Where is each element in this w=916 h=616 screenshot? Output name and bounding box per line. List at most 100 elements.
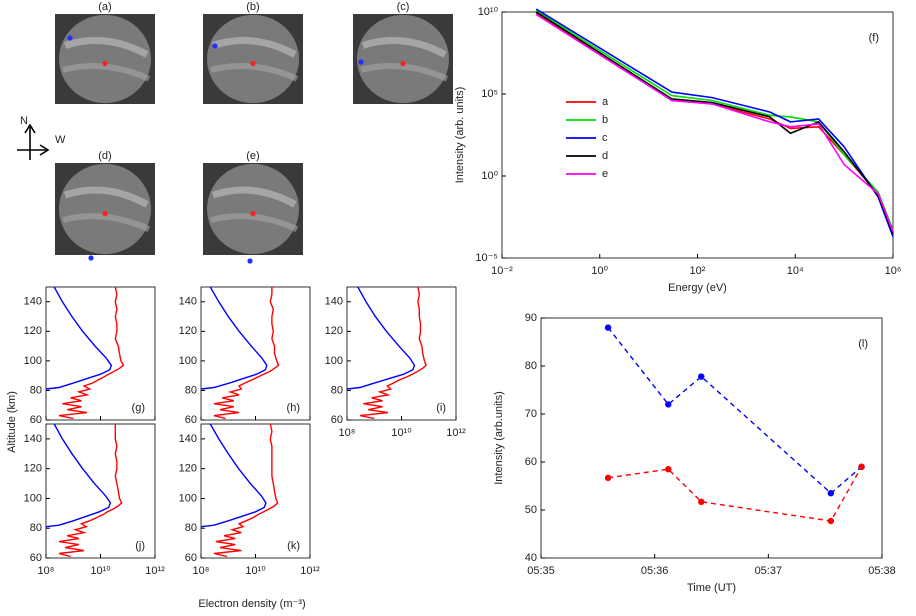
plot-frame (200, 286, 311, 421)
legend-label: d (602, 150, 608, 162)
y-axis-label: Altitude (km) (6, 391, 18, 453)
x-tick-label: 10⁻² (491, 265, 513, 277)
series-line (535, 13, 894, 232)
y-tick-label: 120 (24, 325, 42, 337)
aurora-band (360, 63, 449, 82)
plot-frame (346, 286, 457, 421)
marker (698, 373, 705, 380)
y-tick-label: 60 (30, 414, 42, 426)
y-tick-label: 60 (185, 552, 197, 564)
y-tick-label: 10⁰ (481, 170, 498, 182)
y-tick-label: 140 (24, 296, 42, 308)
x-tick-label: 10⁰ (591, 265, 608, 277)
y-axis-label: Intensity (arb.units) (493, 391, 505, 485)
center-dot (250, 60, 256, 67)
y-tick-label: 80 (30, 384, 42, 396)
y-tick-label: 120 (325, 325, 343, 337)
panel-label: (g) (132, 402, 145, 414)
marker (698, 498, 705, 506)
marker (665, 401, 672, 408)
aurora-band (210, 63, 299, 82)
profile-line (347, 287, 416, 390)
center-dot (102, 211, 108, 217)
x-tick-label: 10¹⁰ (90, 565, 111, 577)
y-tick-label: 100 (179, 355, 197, 367)
profile-line (359, 287, 427, 420)
image-label: (c) (397, 1, 410, 13)
x-tick-label: 05:38 (868, 565, 896, 577)
panel-label: (k) (287, 540, 300, 552)
marker (604, 474, 612, 482)
sky-disk (357, 14, 449, 104)
x-tick-label: 05:35 (527, 565, 555, 577)
series-line (608, 466, 863, 522)
profile-line (58, 424, 123, 558)
image-label: (b) (246, 1, 259, 13)
y-tick-label: 60 (331, 414, 343, 426)
y-tick-label: 50 (525, 504, 537, 516)
plot-frame (45, 286, 156, 421)
station-dot (212, 43, 218, 49)
west-arrowhead (39, 144, 50, 156)
x-tick-label: 05:37 (755, 565, 783, 577)
y-tick-label: 10⁵ (481, 88, 498, 100)
sky-disk (59, 163, 151, 255)
image-label: (e) (246, 150, 259, 162)
y-tick-label: 80 (30, 522, 42, 534)
y-tick-label: 140 (179, 433, 197, 445)
y-tick-label: 140 (24, 433, 42, 445)
y-tick-label: 90 (525, 312, 537, 324)
series-line (535, 11, 894, 235)
north-arrowhead (24, 123, 36, 134)
station-dot (247, 258, 253, 264)
x-tick-label: 10⁶ (885, 265, 902, 277)
series-line (535, 8, 894, 237)
marker (858, 463, 865, 470)
x-tick-label: 10¹² (145, 565, 165, 577)
y-tick-label: 140 (325, 296, 343, 308)
series-line (607, 327, 862, 495)
aurora-band (211, 36, 297, 58)
y-tick-label: 80 (185, 522, 197, 534)
station-dot (67, 35, 73, 41)
y-tick-label: 100 (24, 355, 42, 367)
compass-west: W (55, 134, 66, 146)
y-tick-label: 120 (24, 463, 42, 475)
x-tick-label: 10⁴ (787, 265, 804, 277)
y-tick-label: 100 (24, 492, 42, 504)
panel-label: (h) (287, 402, 300, 414)
center-dot (400, 60, 406, 67)
y-tick-label: 100 (179, 492, 197, 504)
profile-line (213, 287, 280, 420)
compass (17, 123, 50, 160)
sky-disk (207, 14, 299, 104)
panel-label: (i) (436, 402, 446, 414)
y-tick-label: 70 (525, 408, 537, 420)
legend-label: c (602, 132, 608, 144)
x-tick-label: 05:36 (641, 565, 669, 577)
y-tick-label: 60 (185, 414, 197, 426)
profile-line (201, 287, 268, 390)
profile-line (58, 287, 125, 420)
compass-north: N (20, 115, 28, 127)
y-tick-label: 40 (525, 552, 537, 564)
y-tick-label: 140 (179, 296, 197, 308)
y-tick-label: 80 (185, 384, 197, 396)
profile-line (213, 424, 279, 558)
y-tick-label: 120 (179, 325, 197, 337)
y-tick-label: 100 (325, 355, 343, 367)
y-tick-label: 120 (179, 463, 197, 475)
x-tick-label: 10² (690, 265, 706, 277)
marker (827, 490, 835, 497)
aurora-band (62, 213, 151, 232)
image-label: (a) (98, 1, 111, 13)
x-tick-label: 10¹⁰ (245, 565, 266, 577)
marker (665, 466, 672, 473)
y-tick-label: 10⁻⁵ (475, 252, 498, 264)
aurora-band (62, 63, 151, 82)
marker (827, 517, 835, 525)
panel-label: (l) (858, 338, 868, 350)
image-label: (d) (98, 150, 111, 162)
x-tick-label: 10⁸ (38, 565, 55, 577)
